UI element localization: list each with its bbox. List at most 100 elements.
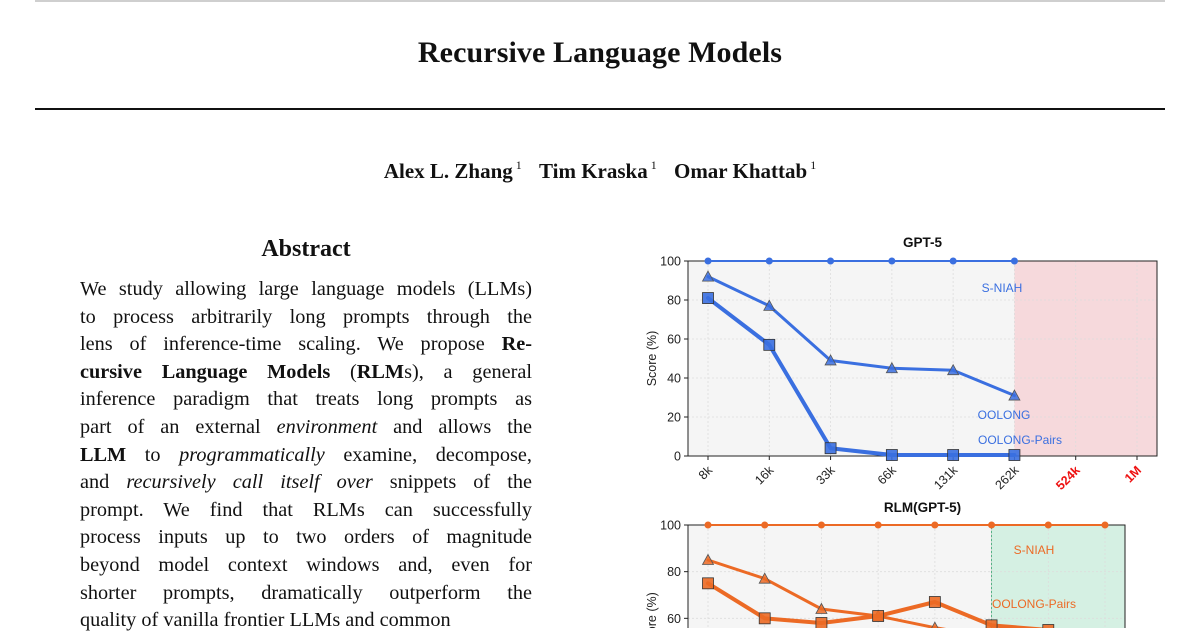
x-tick-label: 66k — [875, 463, 900, 488]
y-tick-label: 20 — [667, 411, 681, 425]
x-tick-label: 262k — [992, 463, 1022, 493]
author: Omar Khattab 1 — [673, 158, 817, 183]
series-label: S-NIAH — [982, 281, 1023, 295]
data-point — [1008, 449, 1021, 461]
data-point — [947, 449, 960, 461]
abstract-line: process inputs up to two orders of magni… — [80, 526, 532, 549]
data-point — [885, 449, 898, 461]
series-label: S-NIAH — [1014, 543, 1055, 557]
abstract-line: lens of inference-time scaling. We propo… — [80, 333, 532, 356]
data-point — [702, 292, 714, 304]
data-point — [701, 270, 715, 282]
data-point — [1042, 624, 1055, 628]
data-point — [1010, 257, 1018, 265]
author-name: Alex L. Zhang — [383, 159, 513, 183]
data-point — [758, 612, 771, 625]
abstract-line: quality of vanilla frontier LLMs and com… — [80, 609, 451, 632]
abstract-line: LLM to programmatically examine, decompo… — [80, 443, 532, 466]
y-tick-label: 80 — [667, 565, 681, 579]
data-point — [874, 521, 882, 529]
x-tick-label: 131k — [931, 463, 961, 493]
data-point — [702, 577, 714, 590]
data-point — [817, 521, 825, 529]
paper-title: Recursive Language Models — [417, 36, 783, 69]
abstract-line: shorter prompts, dramatically outperform… — [80, 581, 532, 604]
data-point — [1044, 521, 1052, 529]
y-tick-label: 60 — [667, 612, 681, 626]
title-rule — [35, 108, 1165, 110]
data-point — [928, 596, 941, 608]
chart-title: GPT-5 — [903, 235, 943, 250]
data-point — [888, 257, 896, 265]
data-point — [885, 361, 899, 374]
x-tick-label: 1M — [1122, 463, 1144, 485]
data-point — [704, 521, 712, 529]
data-point — [872, 610, 885, 622]
data-point — [758, 572, 771, 584]
y-tick-label: 100 — [660, 255, 681, 269]
series-label: OOLONG-Pairs — [992, 597, 1076, 611]
series-label: OOLONG-Pairs — [978, 433, 1062, 447]
data-point — [1101, 521, 1109, 529]
data-point — [763, 338, 776, 351]
author: Alex L. Zhang 1 — [383, 158, 522, 183]
data-point — [763, 299, 776, 311]
data-point — [931, 621, 939, 628]
data-point — [988, 521, 996, 529]
data-point — [1008, 389, 1021, 401]
author-name: Tim Kraska — [539, 159, 648, 183]
data-point — [824, 442, 837, 455]
abstract-body: We study allowing large language models … — [80, 276, 532, 635]
data-point — [704, 257, 712, 265]
top-rule — [35, 0, 1165, 2]
author-affiliation: 1 — [515, 158, 522, 172]
y-tick-label: 40 — [667, 372, 681, 386]
y-tick-label: 80 — [667, 294, 681, 308]
context-limit-shading — [1014, 261, 1157, 456]
chart-title: RLM(GPT-5) — [884, 500, 961, 515]
abstract-line: We study allowing large language models … — [80, 278, 532, 300]
x-tick-label: 16k — [752, 463, 777, 488]
series-line-oolong — [706, 275, 1016, 398]
x-tick-label: 8k — [696, 463, 716, 483]
abstract-line: prompt. We find that RLMs can successful… — [80, 498, 532, 521]
figure-scaling-charts: 0 20 40 60 80 100 8k 16k 33k 66k 131k 262k 524k 1M GPT… — [620, 225, 1200, 628]
y-tick-label: 60 — [667, 333, 681, 347]
abstract-line: and recursively call itself over snippet… — [80, 471, 533, 494]
abstract-line: cursive Language Models (RLMs), a genera… — [80, 360, 532, 383]
abstract-heading: Abstract — [261, 236, 351, 262]
data-point — [761, 521, 769, 529]
data-point — [827, 257, 835, 265]
author: Tim Kraska 1 — [539, 158, 657, 183]
y-axis-label: Score (%) — [645, 592, 659, 628]
x-tick-label: 524k — [1053, 463, 1083, 493]
abstract-line: beyond model context windows and, even f… — [80, 553, 532, 576]
data-point — [824, 354, 837, 366]
abstract-line: to process arbitrarily long prompts thro… — [80, 305, 532, 328]
chart-panel-2: 60 80 100 RLM(GPT-5) Score (%) S-NIAH OOLONG-P… — [645, 500, 1126, 628]
data-point — [949, 257, 957, 265]
author-affiliation: 1 — [810, 158, 817, 172]
data-point — [815, 602, 828, 614]
data-point — [765, 257, 773, 265]
author-name: Omar Khattab — [673, 159, 808, 183]
data-point — [985, 619, 998, 628]
y-axis-label: Score (%) — [645, 331, 659, 387]
abstract-line: part of an external environment and allo… — [80, 415, 532, 438]
series-label: OOLONG — [978, 408, 1031, 422]
data-point — [701, 553, 715, 565]
series-line-oolong-pairs — [706, 296, 1017, 458]
author-list: Alex L. Zhang 1 Tim Kraska 1 Omar Khattab 1 — [0, 158, 1200, 184]
data-point — [931, 521, 939, 529]
y-tick-label: 100 — [660, 519, 681, 533]
figure-svg: 0 20 40 60 80 100 8k 16k 33k 66k 131k 262k 524k 1M GPT… — [645, 235, 1158, 628]
x-tick-label: 33k — [814, 463, 839, 488]
author-affiliation: 1 — [650, 158, 657, 172]
series-line-oolong — [706, 558, 947, 628]
abstract-line: inference paradigm that treats long prom… — [80, 388, 532, 411]
context-limit-shading — [991, 525, 1125, 628]
data-point — [946, 363, 960, 376]
series-line-oolong-pairs — [706, 581, 1049, 628]
y-tick-label: 0 — [674, 450, 681, 464]
data-point — [815, 617, 828, 628]
